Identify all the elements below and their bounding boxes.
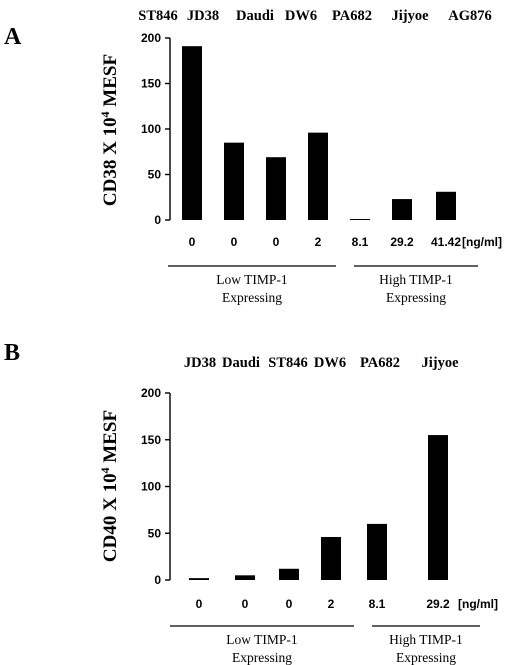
panel-b-bar [428, 435, 448, 580]
panel-a-cell-line-label: DW6 [285, 8, 317, 24]
panel-b-y-tick-label: 50 [148, 526, 162, 540]
panel-b-x-tick-label: 0 [242, 597, 249, 611]
panel-b-x-tick-label: 8.1 [369, 597, 386, 611]
panel-a-bar [182, 46, 202, 220]
panel-a-x-tick-label: 0 [231, 235, 238, 249]
panel-b-y-axis-label: CD40 X 104 MESF [98, 410, 121, 562]
panel-b-cell-line-label: Jijyoe [421, 355, 459, 371]
panel-a-chart: A ST846 JD38 Daudi DW6 PA682 Jijyoe AG876 0 50 100… [4, 8, 502, 305]
panel-b-y-tick-label: 150 [141, 433, 161, 447]
panel-a-cell-line-label: Jijyoe [391, 8, 429, 24]
panel-a-x-tick-label: 8.1 [352, 235, 369, 249]
panel-b-cell-line-label: DW6 [314, 355, 346, 371]
panel-a-bar [308, 132, 328, 220]
panel-a-y-tick-label: 150 [141, 77, 161, 91]
panel-b-letter: B [4, 340, 20, 366]
panel-b-cell-line-label: JD38 [184, 355, 216, 371]
panel-b-bar [279, 568, 299, 580]
panel-b-x-tick-label: 0 [196, 597, 203, 611]
panel-a-x-tick-label: 29.2 [390, 235, 414, 249]
panel-a-bar [392, 199, 412, 220]
panel-b-group-label: High TIMP-1 [389, 632, 463, 647]
panel-a-x-tick-label: 0 [273, 235, 280, 249]
panel-a-group-label: Low TIMP-1 [216, 272, 287, 287]
panel-a-cell-line-label: PA682 [332, 8, 372, 24]
panel-b-cell-line-label: Daudi [222, 355, 260, 371]
panel-b-bar [367, 523, 387, 580]
panel-a-letter: A [4, 24, 22, 50]
panel-b-x-tick-label: 2 [328, 597, 335, 611]
panel-b-x-tick-label: 0 [286, 597, 293, 611]
panel-a-cell-line-label: AG876 [448, 8, 492, 24]
panel-a-x-tick-label: 0 [189, 235, 196, 249]
panel-a-x-tick-label: 41.42 [431, 235, 461, 249]
panel-b-group-label: Low TIMP-1 [226, 632, 297, 647]
panel-b-group-sublabel: Expressing [396, 650, 456, 665]
panel-b-x-unit: [ng/ml] [458, 597, 498, 611]
panel-b-group-sublabel: Expressing [232, 650, 292, 665]
panel-a-group-sublabel: Expressing [386, 290, 446, 305]
panel-a-bar [266, 157, 286, 220]
panel-b-y-tick-label: 200 [141, 386, 161, 400]
panel-a-cell-line-label: Daudi [236, 8, 274, 24]
panel-b-bar [321, 536, 341, 580]
panel-b-chart: B JD38 Daudi ST846 DW6 PA682 Jijyoe05010015020… [4, 340, 498, 665]
panel-a-cell-line-label: JD38 [187, 8, 219, 24]
panel-b-y-tick-label: 0 [154, 573, 161, 587]
panel-a-y-tick-label: 50 [148, 168, 162, 182]
panel-b-y-tick-label: 100 [141, 480, 161, 494]
panel-b-bar [235, 575, 255, 580]
panel-a-cell-line-label: ST846 [138, 8, 178, 24]
panel-a-group-sublabel: Expressing [222, 290, 282, 305]
panel-a-y-axis-label: CD38 X 104 MESF [98, 54, 121, 206]
panel-a-x-tick-label: 2 [315, 235, 322, 249]
panel-a-y-tick-label: 100 [141, 122, 161, 136]
panel-a-x-unit: [ng/ml] [462, 235, 502, 249]
panel-a-y-tick-label: 0 [154, 213, 161, 227]
panel-b-cell-line-label: ST846 [268, 355, 308, 371]
panel-a-bar [224, 142, 244, 220]
panel-b-cell-line-label: PA682 [360, 355, 400, 371]
panel-a-bar [350, 219, 370, 220]
panel-b-x-tick-label: 29.2 [426, 597, 450, 611]
panel-a-bar [436, 191, 456, 220]
panel-b-bar [189, 578, 209, 580]
panel-a-y-tick-label: 200 [141, 31, 161, 45]
panel-a-group-label: High TIMP-1 [379, 272, 453, 287]
